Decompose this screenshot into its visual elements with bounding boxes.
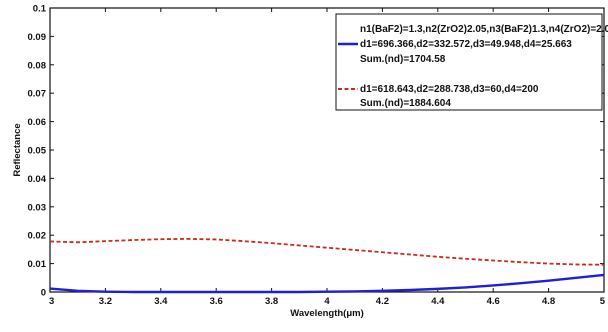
y-tick-label: 0.02	[28, 231, 47, 242]
y-tick-label: 0.01	[28, 259, 47, 270]
series-layer	[49, 237, 605, 294]
axis-ticks: 3 3.2 3.4 3.6 3.8 4 4.2 4.4 4.6 4.8 5 0 0.01 0.02 0.03…	[28, 4, 606, 308]
y-tick-label: 0.07	[28, 89, 47, 100]
legend: n1(BaF2)=1.3,n2(ZrO2)2.05,n3(BaF2)1.3,n4…	[335, 13, 608, 111]
y-tick-label: 0.09	[28, 32, 47, 43]
x-tick-label: 4.4	[431, 296, 445, 307]
legend-series-2-sum: Sum.(nd)=1884.604	[360, 98, 451, 109]
y-tick-label: 0.04	[28, 174, 47, 185]
legend-header: n1(BaF2)=1.3,n2(ZrO2)2.05,n3(BaF2)1.3,n4…	[360, 24, 608, 35]
y-axis-label: Reflectance	[12, 123, 23, 176]
y-tick-label: 0.06	[28, 117, 47, 128]
series-line-1	[49, 273, 605, 294]
y-tick-label: 0.1	[33, 4, 47, 15]
x-tick-label: 3	[49, 296, 54, 307]
x-tick-label: 4.2	[376, 296, 389, 307]
x-axis-label: Wavelength(μm)	[290, 308, 364, 319]
series-line-2	[49, 237, 605, 266]
legend-series-1-sum: Sum.(nd)=1704.58	[360, 54, 446, 65]
y-tick-label: 0.05	[28, 146, 47, 157]
legend-box	[335, 13, 603, 111]
y-tick-label: 0	[41, 288, 46, 299]
x-tick-label: 3.4	[154, 296, 168, 307]
x-tick-label: 3.6	[210, 296, 223, 307]
y-tick-label: 0.03	[28, 202, 47, 213]
x-tick-label: 3.2	[99, 296, 112, 307]
y-tick-label: 0.08	[28, 60, 47, 71]
x-tick-label: 4	[324, 296, 330, 307]
legend-series-2-label: d1=618.643,d2=288.738,d3=60,d4=200	[360, 84, 539, 95]
x-tick-label: 4.6	[487, 296, 500, 307]
legend-series-1-label: d1=696.366,d2=332.572,d3=49.948,d4=25.66…	[360, 39, 572, 50]
x-tick-label: 3.8	[265, 296, 278, 307]
x-tick-label: 4.8	[542, 296, 555, 307]
x-tick-label: 5	[600, 296, 606, 307]
